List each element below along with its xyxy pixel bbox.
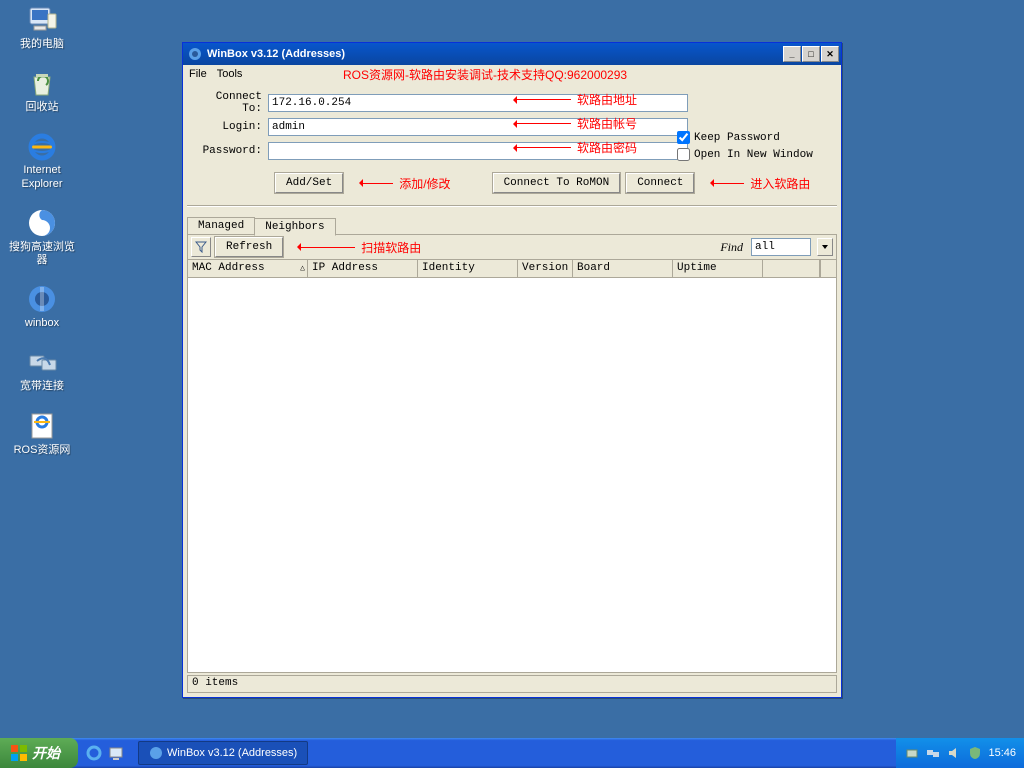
minimize-button[interactable]: _ [783,46,801,62]
desktop-icon-winbox[interactable]: winbox [4,283,80,330]
romon-button[interactable]: Connect To RoMON [493,173,621,193]
col-identity[interactable]: Identity [418,260,518,277]
system-tray: 15:46 [896,738,1024,768]
col-scroll-spacer [820,260,836,277]
desktop-icon-label: 宽带连接 [4,380,80,393]
window-title: WinBox v3.12 (Addresses) [207,48,782,60]
find-label: Find [720,240,743,255]
new-window-check[interactable]: Open In New Window [677,148,827,161]
tab-neighbors[interactable]: Neighbors [254,218,335,236]
login-label: Login: [193,121,268,133]
filter-dropdown-button[interactable] [817,238,833,256]
connect-button[interactable]: Connect [626,173,694,193]
tab-managed[interactable]: Managed [187,217,255,234]
desktop-icons: 我的电脑 回收站 Internet Explorer 搜狗高速浏览器 winbo… [4,4,84,473]
keep-password-check[interactable]: Keep Password [677,131,827,144]
winbox-icon [26,283,58,315]
sort-indicator-icon: △ [300,263,305,273]
taskbar: 开始 WinBox v3.12 (Addresses) 15:46 [0,738,1024,768]
titlebar[interactable]: WinBox v3.12 (Addresses) _ □ ✕ [183,43,841,65]
windows-logo-icon [10,744,28,762]
desktop-icon-label: ROS资源网 [4,444,80,457]
filter-button[interactable] [191,237,211,257]
desktop-icon-ros[interactable]: ROS资源网 [4,410,80,457]
chevron-down-icon [821,243,829,251]
grid-body[interactable] [188,278,836,672]
maximize-button[interactable]: □ [802,46,820,62]
grid-header: MAC Address△ IP Address Identity Version… [188,260,836,278]
funnel-icon [195,241,207,253]
recycle-icon [26,67,58,99]
menubar: File Tools ROS资源网-软路由安装调试-技术支持QQ:9620002… [183,65,841,83]
ros-icon [26,410,58,442]
tray-safely-remove-icon[interactable] [904,745,920,761]
close-button[interactable]: ✕ [821,46,839,62]
toolbar: Refresh 扫描软路由 Find [187,234,837,260]
taskbar-task[interactable]: WinBox v3.12 (Addresses) [138,741,308,765]
ie-icon [86,745,102,761]
desktop-icon-label: winbox [4,317,80,330]
app-icon [187,46,203,62]
col-uptime[interactable]: Uptime [673,260,763,277]
desktop-icon-label: 搜狗高速浏览器 [4,241,80,267]
desktop-icon-label: 回收站 [4,101,80,114]
desktop-icon-my-computer[interactable]: 我的电脑 [4,4,80,51]
winbox-icon [149,746,163,760]
divider [187,205,837,207]
annot-refresh: 扫描软路由 [287,239,421,256]
desktop-icon-label: Internet Explorer [4,164,80,190]
menu-tools[interactable]: Tools [217,68,243,80]
desktop-icon-ie[interactable]: Internet Explorer [4,130,80,190]
connect-label: Connect To: [193,91,268,115]
status-bar: 0 items [187,675,837,693]
tabs: Managed Neighbors [183,217,841,234]
refresh-button[interactable]: Refresh [215,237,283,257]
winbox-window: WinBox v3.12 (Addresses) _ □ ✕ File Tool… [182,42,842,698]
annot-connect: 软路由地址 [503,91,637,108]
password-label: Password: [193,145,268,157]
desktop-icon-recycle-bin[interactable]: 回收站 [4,67,80,114]
tray-network-icon[interactable] [925,745,941,761]
desktop-icon-sogou[interactable]: 搜狗高速浏览器 [4,207,80,267]
ie-icon [26,130,58,162]
annot-password: 软路由密码 [503,139,637,156]
col-ip[interactable]: IP Address [308,260,418,277]
desktop-icon-label: 我的电脑 [4,38,80,51]
computer-icon [26,4,58,36]
sogou-icon [26,207,58,239]
filter-select[interactable] [751,238,811,256]
broadband-icon [26,346,58,378]
annot-connect-btn: 进入软路由 [700,175,810,192]
tray-shield-icon[interactable] [967,745,983,761]
start-button[interactable]: 开始 [0,738,78,768]
clock[interactable]: 15:46 [988,747,1016,759]
col-version[interactable]: Version [518,260,573,277]
menu-file[interactable]: File [189,68,207,80]
quick-launch [78,742,132,764]
col-extra[interactable] [763,260,820,277]
ql-ie[interactable] [84,742,104,764]
grid: MAC Address△ IP Address Identity Version… [187,260,837,673]
annot-addset: 添加/修改 [349,175,450,192]
addset-button[interactable]: Add/Set [275,173,343,193]
tray-volume-icon[interactable] [946,745,962,761]
annot-login: 软路由帐号 [503,115,637,132]
show-desktop-icon [108,745,124,761]
col-mac[interactable]: MAC Address△ [188,260,308,277]
desktop-icon-broadband[interactable]: 宽带连接 [4,346,80,393]
banner-text: ROS资源网-软路由安装调试-技术支持QQ:962000293 [343,66,627,83]
ql-desktop[interactable] [106,742,126,764]
col-board[interactable]: Board [573,260,673,277]
